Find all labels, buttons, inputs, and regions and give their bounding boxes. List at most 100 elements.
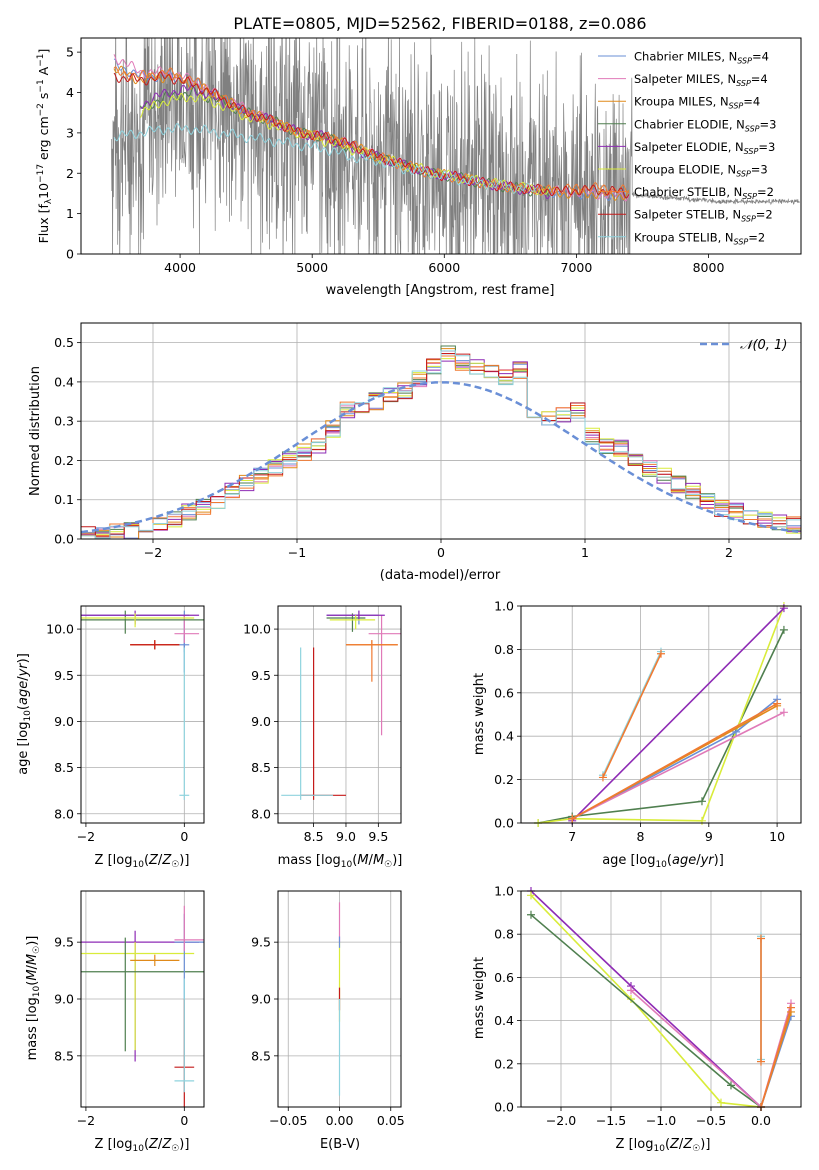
plot-area: −2 0 8.5 9.0 9.5 xyxy=(54,890,205,1128)
x-tick-label: 7 xyxy=(568,829,576,844)
y-tick-label: 9.5 xyxy=(251,668,271,683)
y-tick-label: 0.1 xyxy=(54,492,74,507)
x-tick-label: −0.05 xyxy=(269,1113,307,1128)
x-tick-label: 8000 xyxy=(693,260,725,275)
plot-area: 8.5 9.0 9.5 8.0 8.5 9.0 9.5 10.0 xyxy=(243,605,402,844)
marker-plus xyxy=(757,934,765,943)
y-tick-label: 0.2 xyxy=(494,1056,514,1071)
weight-line-salpeter-elodie xyxy=(571,607,785,822)
y-axis-label: Normed distribution xyxy=(28,366,43,496)
y-tick-label: 0.0 xyxy=(494,1100,514,1115)
x-tick-label: 8 xyxy=(637,829,645,844)
y-tick-label: 0.8 xyxy=(494,927,514,942)
legend-label: Kroupa ELODIE, NSSP=3 xyxy=(634,163,768,179)
marker-plus xyxy=(779,708,788,717)
residuals-panel: −2 −1 0 1 2 0.0 0.1 0.2 0.3 0.4 0.5 (data-model)/e… xyxy=(28,322,802,583)
marker-plus xyxy=(779,625,788,634)
weight-line-chabrier-stelib xyxy=(571,702,778,820)
x-tick-label: −1.5 xyxy=(596,1113,626,1128)
marker-plus xyxy=(657,649,665,658)
marker-plus xyxy=(787,1003,795,1012)
weight-line-kroupa-stelib xyxy=(602,651,662,776)
marker-plus xyxy=(727,1081,735,1090)
gaussian-curve xyxy=(81,381,799,534)
x-tick-label: 10 xyxy=(769,829,785,844)
x-tick-label: 0 xyxy=(180,829,188,844)
y-tick-label: 1.0 xyxy=(494,884,514,899)
axes-frame xyxy=(80,37,802,255)
chart-title: PLATE=0805, MJD=52562, FIBERID=0188, z=0… xyxy=(233,14,646,33)
y-tick-label: 0.2 xyxy=(494,772,514,787)
weight-line-salpeter-miles xyxy=(571,711,785,820)
model-line-salpeter-elodie xyxy=(140,84,551,200)
weight-line-chabrier-stelib xyxy=(602,653,662,778)
x-tick-label: 1 xyxy=(581,545,589,560)
y-tick-label: 4 xyxy=(66,85,74,100)
x-axis-label: age [log10(age/yr)] xyxy=(602,853,724,870)
x-axis-label: wavelength [Angstrom, rest frame] xyxy=(326,283,555,298)
plot-area: 7 8 9 10 0.0 0.2 0.4 0.6 0.8 1.0 xyxy=(494,599,802,844)
x-tick-label: 9.0 xyxy=(336,829,356,844)
y-tick-label: 9.0 xyxy=(251,992,271,1007)
y-axis-label: Flux [fλ10−17 erg cm−2 s−1 A−1] xyxy=(36,49,54,244)
legend-label: Chabrier STELIB, NSSP=2 xyxy=(634,185,774,201)
y-tick-label: 0.4 xyxy=(54,374,74,389)
y-tick-label: 8.5 xyxy=(54,760,74,775)
y-tick-label: 8.5 xyxy=(251,760,271,775)
x-tick-label: −0.5 xyxy=(696,1113,726,1128)
marker-plus xyxy=(527,891,535,900)
y-tick-label: 0.5 xyxy=(54,335,74,350)
marker-plus xyxy=(598,773,607,782)
x-tick-label: 5000 xyxy=(296,260,328,275)
plot-area: −0.05 0.00 0.05 8.5 9.0 9.5 xyxy=(251,890,405,1128)
x-tick-label: 6000 xyxy=(428,260,460,275)
x-axis-label: Z [log10(Z/Z☉)] xyxy=(95,1137,190,1154)
x-tick-label: −2 xyxy=(144,545,162,560)
y-tick-label: 9.0 xyxy=(251,714,271,729)
y-tick-label: 0.8 xyxy=(494,642,514,657)
x-tick-label: −1.0 xyxy=(646,1113,676,1128)
model-line-salpeter-stelib xyxy=(113,71,630,199)
y-tick-label: 8.0 xyxy=(251,806,271,821)
y-tick-label: 0.3 xyxy=(54,414,74,429)
histogram-kroupa-stelib xyxy=(81,350,801,539)
y-axis-label: age [log10(age/yr)] xyxy=(16,653,33,775)
weight-line-chabrier-elodie xyxy=(530,914,762,1107)
x-tick-label: 2 xyxy=(725,545,733,560)
axes-frame xyxy=(80,605,205,824)
y-axis-label: mass weight xyxy=(472,673,487,755)
weight-line-salpeter-elodie xyxy=(530,891,762,1107)
weight-line-chabrier-stelib xyxy=(760,1007,792,1107)
y-tick-label: 0.6 xyxy=(494,970,514,985)
y-tick-label: 10.0 xyxy=(243,622,271,637)
weight-line-kroupa-elodie xyxy=(530,894,762,1107)
model-line-kroupa-stelib xyxy=(113,122,537,194)
legend-label: Salpeter STELIB, NSSP=2 xyxy=(634,208,773,224)
massweight-vs-age-panel: 7 8 9 10 0.0 0.2 0.4 0.6 0.8 1.0 age [log10(age/y… xyxy=(472,599,802,870)
plot-area: −2 0 8.0 8.5 9.0 9.5 10.0 xyxy=(46,605,205,844)
x-tick-label: −2.0 xyxy=(546,1113,576,1128)
weight-line-salpeter-miles xyxy=(630,989,792,1107)
spectrum-panel: PLATE=0805, MJD=52562, FIBERID=0188, z=0… xyxy=(36,14,802,298)
y-tick-label: 9.0 xyxy=(54,714,74,729)
x-axis-label: Z [log10(Z/Z☉)] xyxy=(616,1137,711,1154)
x-tick-label: 9.5 xyxy=(368,829,388,844)
plot-area: −2.0 −1.5 −1.0 −0.5 0.0 0.0 0.2 0.4 0.6 0.8 1.0 xyxy=(494,884,802,1128)
y-tick-label: 0.2 xyxy=(54,453,74,468)
mass-vs-metallicity-panel: −2 0 8.5 9.0 9.5 Z [log10(Z/Z☉)] mass [log10… xyxy=(25,890,205,1154)
y-tick-label: 9.5 xyxy=(54,668,74,683)
legend-label: Chabrier MILES, NSSP=4 xyxy=(634,50,769,66)
observed-spectrum-line xyxy=(111,38,800,254)
legend-label: Kroupa MILES, NSSP=4 xyxy=(634,95,760,111)
x-tick-label: 4000 xyxy=(164,260,196,275)
x-axis-label: E(B-V) xyxy=(320,1137,360,1152)
y-tick-label: 0.0 xyxy=(54,532,74,547)
axes-frame xyxy=(520,605,802,824)
x-axis-label: Z [log10(Z/Z☉)] xyxy=(95,853,190,870)
marker-plus xyxy=(773,699,782,708)
marker-plus xyxy=(717,1098,725,1107)
weight-line-chabrier-elodie xyxy=(537,629,785,823)
marker-plus xyxy=(697,816,706,825)
legend: 𝒩(0, 1) xyxy=(700,338,787,353)
marker-plus xyxy=(527,910,535,919)
